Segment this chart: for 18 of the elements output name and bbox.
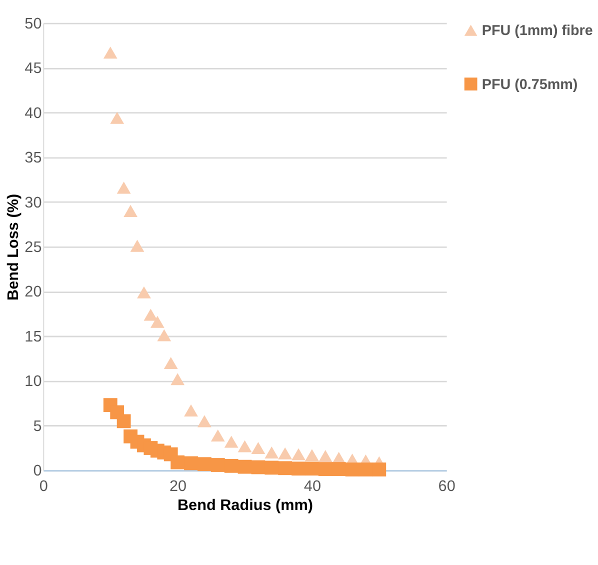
x-tick-label: 40: [304, 478, 321, 496]
legend-label: PFU (0.75mm): [482, 76, 578, 93]
y-tick-label: 30: [24, 194, 42, 212]
y-tick-label: 0: [33, 462, 42, 480]
y-tick-label: 10: [24, 373, 42, 390]
x-tick-label: 20: [170, 478, 187, 496]
y-tick-label: 35: [24, 150, 42, 167]
y-tick-label: 20: [24, 284, 42, 301]
x-tick-label: 60: [438, 478, 456, 496]
y-tick-label: 45: [24, 60, 42, 78]
y-axis-title: Bend Loss (%): [4, 194, 22, 300]
y-tick-label: 50: [24, 15, 42, 32]
y-tick-label: 40: [24, 104, 42, 122]
legend-label: PFU (1mm) fibre: [482, 23, 593, 40]
y-tick-label: 25: [24, 239, 42, 256]
y-tick-label: 5: [33, 418, 42, 435]
y-tick-label: 15: [24, 328, 42, 346]
x-axis-title: Bend Radius (mm): [177, 497, 314, 514]
